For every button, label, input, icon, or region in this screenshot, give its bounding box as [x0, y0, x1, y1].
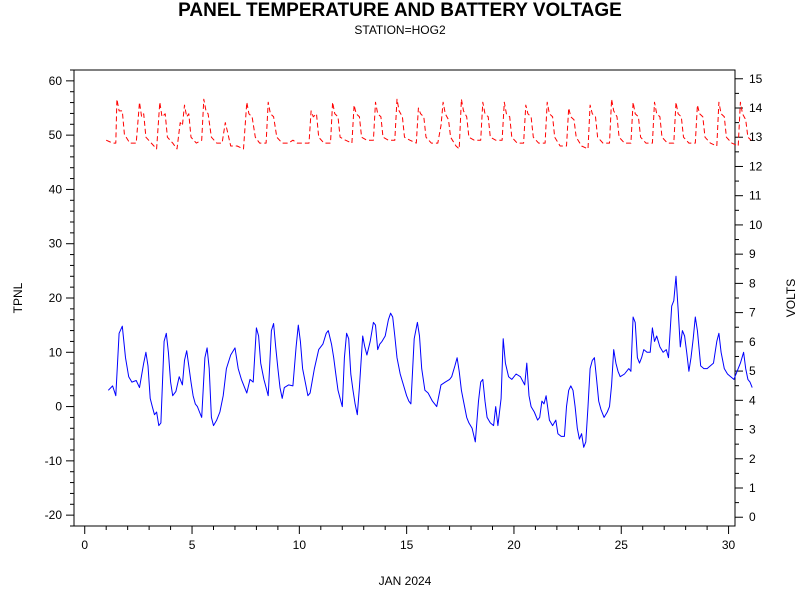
axes-layer: 0 5 10 15 20 25 30-20-100102030405060012345678… [45, 69, 763, 552]
y-right-tick-label: 10 [749, 218, 763, 232]
x-tick-label: 20 [507, 538, 521, 552]
y-right-tick-label: 4 [749, 393, 756, 407]
y-axis-label-right: VOLTS [784, 279, 798, 317]
y-right-tick-label: 6 [749, 335, 756, 349]
y-right-tick-label: 13 [749, 130, 763, 144]
x-tick-label: 15 [400, 538, 414, 552]
x-tick-label: 0 [81, 538, 88, 552]
y-right-tick-label: 15 [749, 72, 763, 86]
plot-frame [73, 69, 736, 527]
y-right-tick-label: 1 [749, 481, 756, 495]
y-right-tick-label: 2 [749, 452, 756, 466]
y-left-tick-label: 60 [49, 74, 63, 88]
y-left-tick-label: 10 [49, 345, 63, 359]
x-tick-label: 10 [293, 538, 307, 552]
y-left-tick-label: 0 [55, 400, 62, 414]
y-left-tick-label: -10 [45, 454, 63, 468]
panel-temperature-line [107, 275, 753, 448]
y-right-tick-label: 3 [749, 423, 756, 437]
x-tick-label: 30 [722, 538, 736, 552]
chart-subtitle: STATION=HOG2 [354, 23, 446, 37]
y-right-tick-label: 12 [749, 159, 763, 173]
y-left-tick-label: 30 [49, 237, 63, 251]
y-left-tick-label: 50 [49, 128, 63, 142]
y-right-tick-label: 7 [749, 306, 756, 320]
y-right-tick-label: 0 [749, 510, 756, 524]
y-right-tick-label: 11 [749, 189, 762, 203]
x-axis-label: JAN 2024 [379, 574, 432, 588]
y-left-tick-label: -20 [45, 508, 63, 522]
y-left-tick-label: 40 [49, 182, 63, 196]
battery-voltage-line [105, 98, 752, 150]
series-layer [105, 98, 753, 448]
x-tick-label: 25 [615, 538, 629, 552]
y-axis-label-left: TPNL [11, 282, 25, 313]
y-left-tick-label: 20 [49, 291, 63, 305]
y-right-tick-label: 14 [749, 101, 763, 115]
y-right-tick-label: 8 [749, 276, 756, 290]
y-right-tick-label: 9 [749, 247, 756, 261]
y-right-tick-label: 5 [749, 364, 756, 378]
chart-title: PANEL TEMPERATURE AND BATTERY VOLTAGE [178, 0, 622, 21]
x-tick-label: 5 [189, 538, 196, 552]
